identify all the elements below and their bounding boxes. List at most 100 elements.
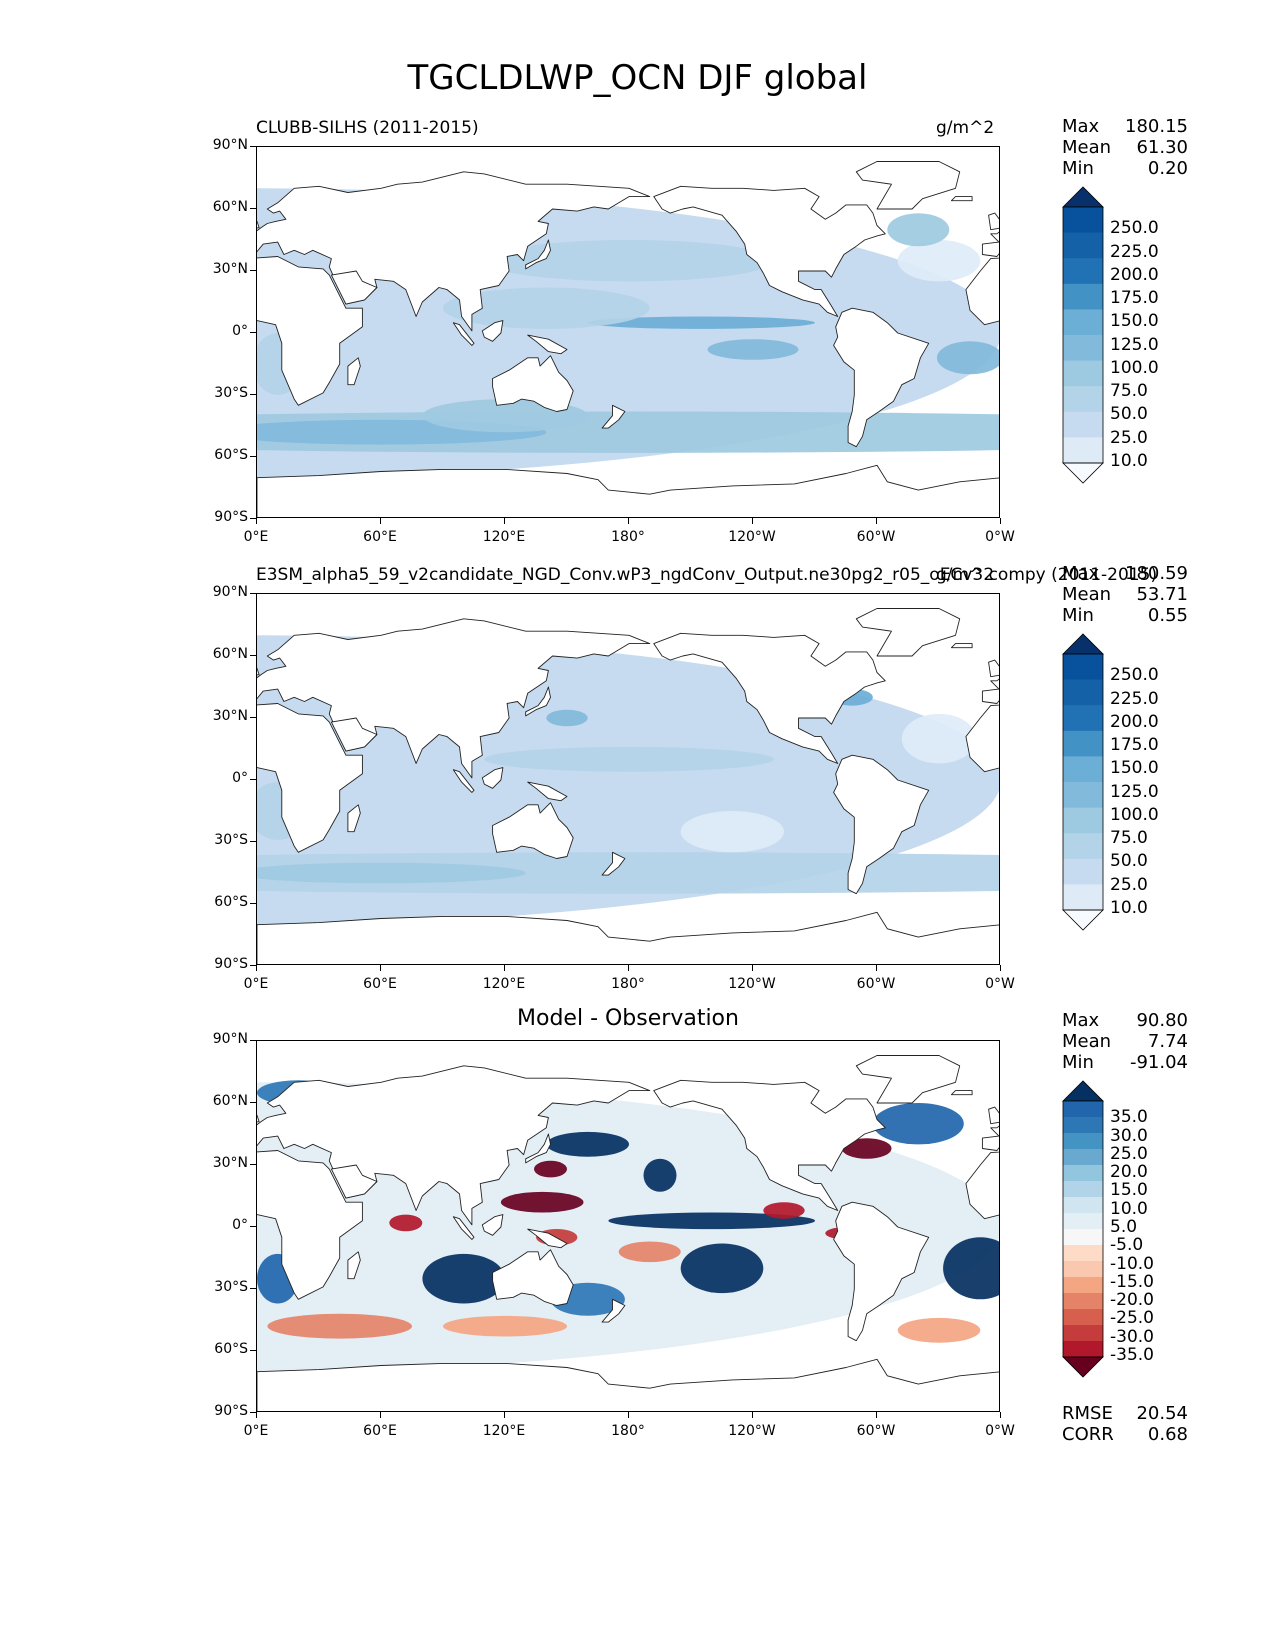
x-tick-mark (504, 518, 505, 524)
colorbar-segment (1063, 1293, 1103, 1310)
difference-field-contour-11 (267, 1313, 412, 1339)
x-tick-label: 120°W (728, 1423, 776, 1439)
difference-field-contour-21 (618, 1241, 681, 1263)
landmass-northamerica (653, 185, 886, 317)
y-tick-mark (250, 841, 256, 842)
colorbar-outline (1062, 653, 1104, 911)
ocean-field-contour-6 (901, 713, 977, 764)
y-tick-mark (250, 332, 256, 333)
colorbar-segment (1063, 756, 1103, 783)
x-tick-mark (876, 1412, 877, 1418)
landmass-sumatra (452, 322, 475, 346)
stat-row: Min 0.55 (1062, 605, 1188, 626)
y-tick-mark (250, 655, 256, 656)
landmass-madagascar (347, 804, 361, 833)
colorbar-segment (1063, 207, 1103, 234)
map-plot-area (256, 593, 1000, 965)
y-tick-label: 90°N (212, 1031, 248, 1047)
landmass-borneo (481, 320, 504, 342)
landmass-sumatra (452, 769, 475, 793)
stat-name: Mean (1062, 584, 1112, 605)
colorbar-segment (1063, 309, 1103, 336)
landmass-iceland (950, 1090, 973, 1096)
colorbar-segment (1063, 1213, 1103, 1230)
colorbar-segment (1063, 1229, 1103, 1246)
ocean-field-contour-4 (707, 339, 799, 360)
landmass-nz (601, 404, 626, 429)
x-tick-label: 60°W (856, 1423, 896, 1439)
colorbar (1062, 186, 1104, 484)
colorbar-segment (1063, 654, 1103, 681)
y-tick-mark (250, 1164, 256, 1165)
colorbar-segment (1063, 386, 1103, 413)
colorbar-tick-label: 15.0 (1110, 1180, 1148, 1201)
landmass-eurasia (981, 1125, 999, 1151)
y-tick-mark (250, 270, 256, 271)
colorbar-tick-label: -15.0 (1110, 1271, 1154, 1292)
stat-name: Max (1062, 1010, 1100, 1031)
colorbar-segment (1063, 1309, 1103, 1326)
map-svg (257, 1041, 999, 1411)
y-tick-mark (250, 1288, 256, 1289)
colorbar-segment (1063, 232, 1103, 259)
colorbar-tick-label: 125.0 (1110, 334, 1159, 355)
colorbar-tick-label: -25.0 (1110, 1308, 1154, 1329)
y-tick-mark (250, 146, 256, 147)
colorbar-extend-max (1062, 1080, 1104, 1102)
landmass-africa (965, 704, 999, 773)
colorbar-segment (1063, 833, 1103, 860)
stat-value: 0.55 (1147, 605, 1188, 626)
stat-value: 90.80 (1136, 1010, 1188, 1031)
x-tick-label: 120°E (482, 976, 526, 992)
colorbar-segment (1063, 1117, 1103, 1134)
x-tick-label: 60°E (363, 976, 397, 992)
stat-row: Mean 53.71 (1062, 584, 1188, 605)
map-svg (257, 147, 999, 517)
x-tick-label: 0°W (985, 1423, 1015, 1439)
stat-value: 7.74 (1147, 1031, 1188, 1052)
ocean-field-contour-5 (484, 746, 774, 772)
landmass-africa-wrap (257, 256, 363, 406)
y-tick-mark (250, 208, 256, 209)
stat-row: RMSE 20.54 (1062, 1403, 1188, 1424)
difference-field-contour-16 (841, 1138, 892, 1159)
stat-row: CORR 0.68 (1062, 1424, 1188, 1445)
stat-row: Mean 7.74 (1062, 1031, 1188, 1052)
landmass-newguinea (527, 781, 568, 802)
y-tick-mark (250, 1226, 256, 1227)
colorbar-segment (1063, 1245, 1103, 1262)
colorbar-outline (1062, 1100, 1104, 1358)
colorbar-tick-label: 25.0 (1110, 1143, 1148, 1164)
landmass-northamerica (653, 1079, 886, 1211)
colorbar-extend-min (1062, 909, 1104, 931)
landmass-southamerica (833, 307, 930, 448)
landmass-australia (492, 1249, 574, 1306)
difference-field-contour-9 (872, 1103, 964, 1145)
colorbar-tick-label: 75.0 (1110, 828, 1148, 849)
landmass-japan (525, 1133, 551, 1164)
stat-value: -91.04 (1129, 1052, 1188, 1073)
y-tick-mark (250, 394, 256, 395)
stat-row: Max 180.15 (1062, 116, 1188, 137)
landmass-sumatra (452, 1216, 475, 1240)
y-tick-mark (250, 903, 256, 904)
landmass-iceland (950, 196, 973, 202)
x-tick-mark (752, 1412, 753, 1418)
colorbar-tick-label: 25.0 (1110, 874, 1148, 895)
landmass-southamerica (833, 754, 930, 895)
colorbar-segment (1063, 437, 1103, 464)
colorbar-tick-label: 100.0 (1110, 357, 1159, 378)
colorbar-segment (1063, 884, 1103, 911)
stat-name: Max (1062, 563, 1100, 584)
colorbar-segment (1063, 335, 1103, 362)
colorbar-segment (1063, 705, 1103, 732)
landmass-uk (988, 212, 999, 231)
x-tick-label: 120°E (482, 1423, 526, 1439)
panel-label: E3SM_alpha5_59_v2candidate_NGD_Conv.wP3_… (256, 565, 1158, 585)
y-tick-label: 60°S (214, 1341, 248, 1357)
colorbar-tick-label: -5.0 (1110, 1235, 1144, 1256)
colorbar-tick-label: 175.0 (1110, 735, 1159, 756)
colorbar-tick-label: 225.0 (1110, 241, 1159, 262)
x-tick-mark (256, 1412, 257, 1418)
colorbar-tick-label: 20.0 (1110, 1162, 1148, 1183)
